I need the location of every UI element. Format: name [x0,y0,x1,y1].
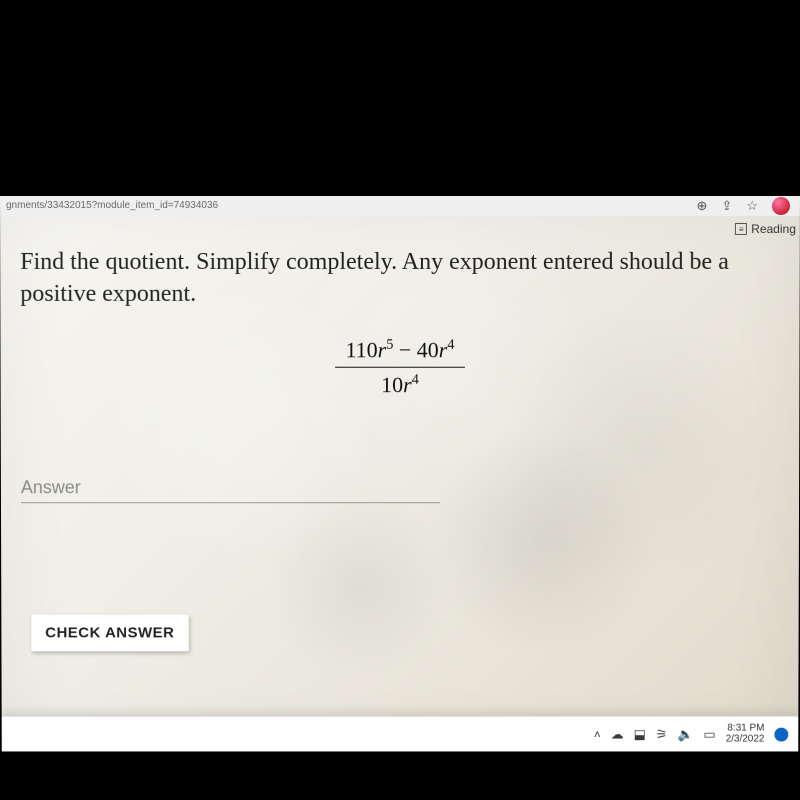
browser-address-bar[interactable]: gnments/33432015?module_item_id=74934036… [0,196,800,216]
notification-center-icon[interactable] [774,727,788,741]
system-tray[interactable]: ˄ ☁ ⬓ ⚞ 🔈 ▭ 8:31 PM 2/3/2022 [594,724,789,745]
photo-frame: gnments/33432015?module_item_id=74934036… [0,0,800,800]
wifi-icon[interactable]: ⚞ [656,726,668,742]
question-content: Find the quotient. Simplify completely. … [20,246,780,398]
tray-overflow-icon[interactable]: ˄ [594,727,601,741]
url-text: gnments/33432015?module_item_id=74934036 [6,200,218,211]
reading-list-button[interactable]: ≡ Reading [735,222,796,236]
check-answer-label: CHECK ANSWER [45,624,174,641]
volume-icon[interactable]: 🔈 [677,726,693,742]
fraction-denominator: 10r4 [336,368,465,398]
windows-taskbar[interactable]: ˄ ☁ ⬓ ⚞ 🔈 ▭ 8:31 PM 2/3/2022 [2,716,799,752]
browser-toolbar-right: ⊕ ⇪ ☆ [696,196,790,216]
fraction: 110r5 − 40r4 10r4 [336,337,465,398]
dropbox-icon[interactable]: ⬓ [634,726,646,742]
share-icon[interactable]: ⇪ [721,196,732,216]
battery-icon[interactable]: ▭ [703,726,715,742]
taskbar-clock[interactable]: 8:31 PM 2/3/2022 [726,724,765,745]
math-expression: 110r5 − 40r4 10r4 [20,337,779,398]
check-answer-button[interactable]: CHECK ANSWER [31,615,188,652]
reading-list-label: Reading [751,222,796,236]
fraction-numerator: 110r5 − 40r4 [336,337,465,368]
clock-date: 2/3/2022 [726,734,765,744]
answer-label: Answer [21,477,81,497]
reading-list-icon: ≡ [735,223,747,235]
zoom-icon[interactable]: ⊕ [696,196,707,216]
question-prompt: Find the quotient. Simplify completely. … [20,246,780,311]
profile-avatar-icon[interactable] [772,197,790,215]
laptop-screen: gnments/33432015?module_item_id=74934036… [0,196,800,751]
clock-time: 8:31 PM [726,724,765,734]
answer-input-row[interactable]: Answer [21,477,440,503]
star-icon[interactable]: ☆ [746,196,758,216]
onedrive-icon[interactable]: ☁ [611,726,624,742]
